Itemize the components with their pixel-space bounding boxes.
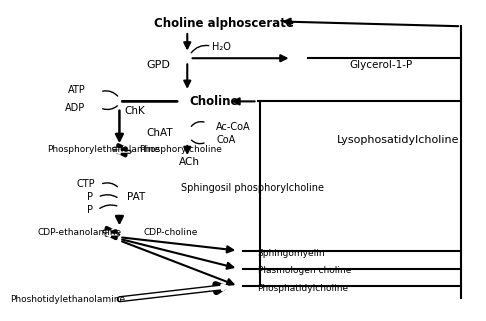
Text: Phosphatidylcholine: Phosphatidylcholine — [258, 284, 348, 293]
Text: Ac-CoA: Ac-CoA — [216, 122, 251, 132]
Text: Plasmologen choline: Plasmologen choline — [258, 266, 351, 275]
Text: Choline: Choline — [189, 95, 239, 108]
Text: Phosphorylethanolamine: Phosphorylethanolamine — [47, 145, 159, 154]
Text: ACh: ACh — [179, 157, 200, 167]
Text: Sphingomyelin: Sphingomyelin — [258, 249, 325, 258]
Text: PAT: PAT — [127, 192, 145, 202]
Text: ATP: ATP — [68, 85, 86, 95]
Text: GPD: GPD — [146, 60, 170, 70]
Text: ChK: ChK — [124, 106, 145, 116]
Text: Phosphorylcholine: Phosphorylcholine — [139, 145, 222, 154]
Text: Phoshotidylethanolamine: Phoshotidylethanolamine — [10, 295, 125, 304]
Text: Lysophosatidylcholine: Lysophosatidylcholine — [337, 135, 459, 145]
Text: H₂O: H₂O — [211, 42, 230, 52]
Text: P: P — [87, 192, 93, 202]
Text: Sphingosil phosphorylcholine: Sphingosil phosphorylcholine — [181, 183, 324, 193]
Text: ChAT: ChAT — [146, 128, 173, 138]
Text: ADP: ADP — [65, 103, 86, 113]
Text: Choline alphoscerate: Choline alphoscerate — [154, 17, 294, 30]
Text: CDP-ethanolamine: CDP-ethanolamine — [37, 228, 121, 237]
Text: Glycerol-1-P: Glycerol-1-P — [349, 60, 413, 70]
Text: CTP: CTP — [77, 179, 95, 189]
Text: P: P — [87, 205, 93, 215]
Text: CDP-choline: CDP-choline — [144, 228, 198, 237]
Text: CoA: CoA — [216, 135, 236, 145]
